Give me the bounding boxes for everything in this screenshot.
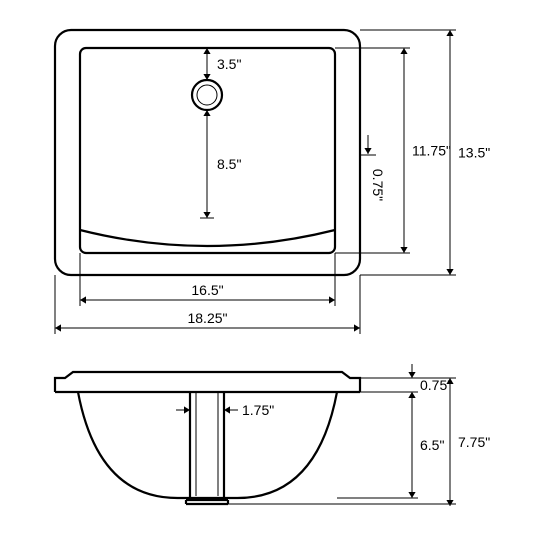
dim-drain-to-top: 3.5"	[217, 56, 241, 72]
dim-inner-width: 16.5"	[191, 282, 223, 298]
dim-center-to-drain: 8.5"	[217, 156, 241, 172]
dim-outer-width: 18.25"	[187, 310, 227, 326]
rim-profile-top	[55, 372, 360, 392]
dim-rim-thickness-front: 0.75"	[420, 377, 452, 393]
bowl-curve	[80, 230, 335, 246]
dim-rim-thickness-top: 0.75"	[370, 169, 386, 201]
bowl-left-arc	[78, 392, 178, 498]
dim-total-depth: 7.75"	[458, 434, 490, 450]
dim-outer-height: 13.5"	[458, 145, 490, 161]
drain-inner	[197, 85, 217, 105]
dim-bowl-depth: 6.5"	[420, 437, 444, 453]
dim-inner-height: 11.75"	[412, 143, 451, 159]
dim-stem-width: 1.75"	[242, 402, 274, 418]
